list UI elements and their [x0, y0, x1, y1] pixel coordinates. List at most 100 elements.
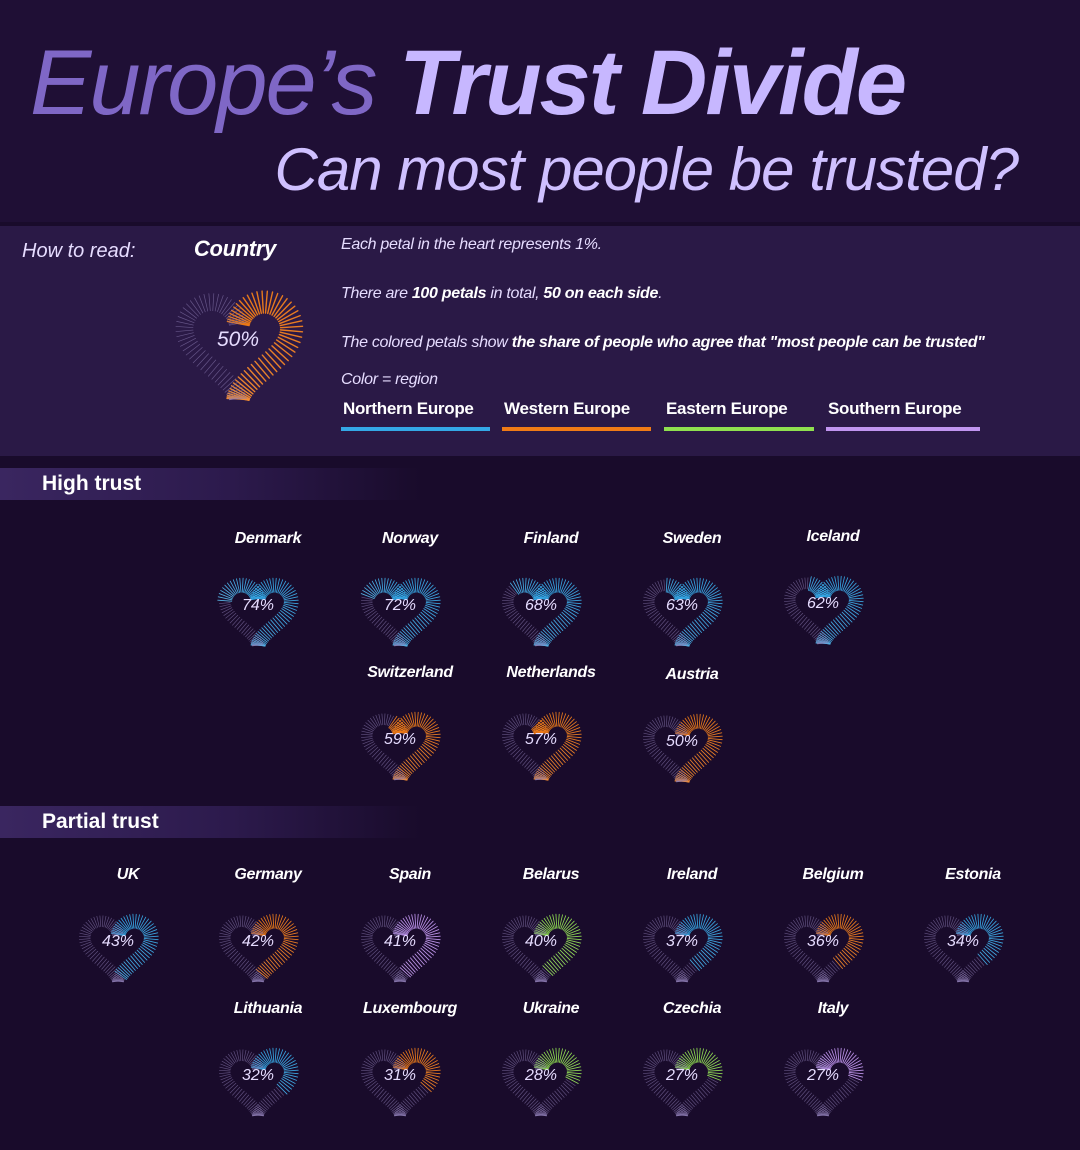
- sweden-empty-petal: [645, 607, 657, 614]
- ukraine-empty-petal: [504, 1060, 515, 1067]
- denmark-filled-petal: [250, 596, 266, 601]
- lithuania-filled-petal: [283, 1073, 299, 1078]
- uk-empty-petal: [110, 924, 120, 932]
- sample-filled-petal: [279, 320, 303, 327]
- netherlands-empty-petal: [504, 724, 515, 731]
- switzerland-filled-petal: [425, 730, 441, 735]
- norway-filled-petal: [411, 578, 415, 593]
- uk-empty-petal: [81, 943, 93, 950]
- germany-filled-petal: [283, 940, 298, 947]
- finland-empty-petal: [522, 622, 530, 632]
- netherlands-empty-petal: [506, 743, 517, 750]
- lithuania-empty-petal: [252, 1114, 264, 1116]
- page-title: Europe’s Trust Divide: [30, 28, 907, 138]
- italy-empty-petal: [806, 1094, 815, 1104]
- spain-empty-petal: [394, 980, 406, 982]
- sweden-filled-petal: [674, 596, 690, 601]
- finland-filled-petal: [557, 615, 569, 627]
- estonia-empty-petal: [957, 977, 969, 983]
- iceland-empty-petal: [785, 603, 797, 609]
- netherlands-filled-petal: [548, 757, 559, 769]
- switzerland-empty-petal: [383, 713, 386, 726]
- estonia-empty-petal: [946, 960, 955, 970]
- denmark-filled-petal: [222, 587, 235, 597]
- denmark-filled-petal: [269, 578, 273, 593]
- finland-filled-petal: [542, 629, 554, 640]
- belgium-empty-petal: [810, 964, 819, 974]
- spain-filled-petal: [425, 938, 441, 941]
- netherlands-filled-petal: [544, 761, 555, 773]
- sweden-filled-petal: [682, 583, 693, 596]
- norway-filled-petal: [408, 579, 414, 594]
- ireland-empty-petal: [670, 966, 680, 975]
- switzerland-filled-petal: [414, 711, 417, 727]
- lithuania-empty-petal: [219, 1066, 231, 1070]
- spain-filled-petal: [407, 959, 418, 971]
- country-name-label: Netherlands: [506, 664, 596, 681]
- country-name-label: Sweden: [662, 530, 722, 547]
- norway-empty-petal: [369, 612, 379, 621]
- germany-empty-petal: [241, 960, 250, 970]
- luxembourg-empty-petal: [381, 1049, 384, 1062]
- denmark-filled-petal: [283, 599, 299, 602]
- uk-empty-petal: [89, 950, 99, 960]
- ukraine-filled-petal: [555, 1047, 558, 1063]
- spain-filled-petal: [394, 927, 409, 935]
- ireland-filled-petal: [700, 949, 712, 961]
- austria-heart-graphic: [642, 713, 723, 783]
- austria-filled-petal: [684, 717, 694, 731]
- legend-line-1: Each petal in the heart represents 1%.: [341, 236, 602, 253]
- ireland-empty-petal: [645, 943, 657, 950]
- netherlands-filled-petal: [566, 737, 582, 742]
- sample-empty-petal: [224, 305, 239, 318]
- spain-empty-petal: [391, 970, 401, 978]
- sample-filled-petal: [273, 342, 293, 358]
- legend-swatch-western: [502, 427, 651, 431]
- sweden-filled-petal: [684, 581, 694, 595]
- belgium-empty-petal: [817, 980, 829, 982]
- ireland-empty-petal: [676, 980, 688, 982]
- switzerland-empty-petal: [362, 739, 374, 745]
- luxembourg-empty-petal: [376, 1088, 385, 1098]
- sample-empty-petal: [228, 391, 246, 399]
- norway-filled-petal: [425, 596, 441, 601]
- finland-filled-petal: [527, 579, 533, 594]
- italy-filled-petal: [843, 1050, 852, 1064]
- germany-filled-petal: [272, 913, 275, 929]
- italy-heart-graphic: [783, 1047, 864, 1117]
- luxembourg-filled-petal: [417, 1048, 422, 1063]
- lithuania-empty-petal: [236, 1090, 245, 1100]
- austria-filled-petal: [685, 763, 696, 775]
- estonia-empty-petal: [951, 966, 961, 975]
- legend-region-eastern: Eastern Europe: [666, 399, 788, 418]
- header-band: Europe’s Trust Divide Can most people be…: [0, 0, 1080, 222]
- netherlands-filled-petal: [543, 715, 553, 729]
- iceland-empty-petal: [806, 622, 815, 632]
- italy-filled-petal: [837, 1047, 840, 1063]
- uk-empty-petal: [106, 966, 116, 975]
- switzerland-filled-petal: [416, 711, 419, 727]
- sweden-empty-petal: [651, 612, 661, 621]
- finland-empty-petal: [510, 612, 520, 621]
- czechia-filled-petal: [707, 1066, 723, 1071]
- uk-filled-petal: [139, 918, 150, 931]
- finland-filled-petal: [524, 577, 527, 593]
- sample-filled-petal: [261, 290, 265, 314]
- austria-filled-petal: [696, 753, 707, 765]
- finland-empty-petal: [519, 620, 528, 630]
- uk-filled-petal: [142, 926, 156, 934]
- uk-filled-petal: [138, 916, 147, 930]
- belarus-filled-petal: [551, 957, 561, 969]
- austria-empty-petal: [665, 760, 674, 770]
- italy-empty-petal: [812, 1053, 820, 1063]
- sweden-empty-petal: [647, 609, 658, 616]
- netherlands-filled-petal: [559, 747, 571, 759]
- belarus-empty-petal: [529, 917, 535, 929]
- spain-empty-petal: [393, 973, 404, 980]
- country-heart-belgium: Belgium 36%: [758, 866, 908, 1016]
- iceland-empty-petal: [794, 612, 804, 622]
- belarus-empty-petal: [532, 970, 542, 978]
- finland-filled-petal: [533, 596, 549, 601]
- estonia-filled-petal: [985, 920, 997, 932]
- belarus-filled-petal: [566, 939, 582, 944]
